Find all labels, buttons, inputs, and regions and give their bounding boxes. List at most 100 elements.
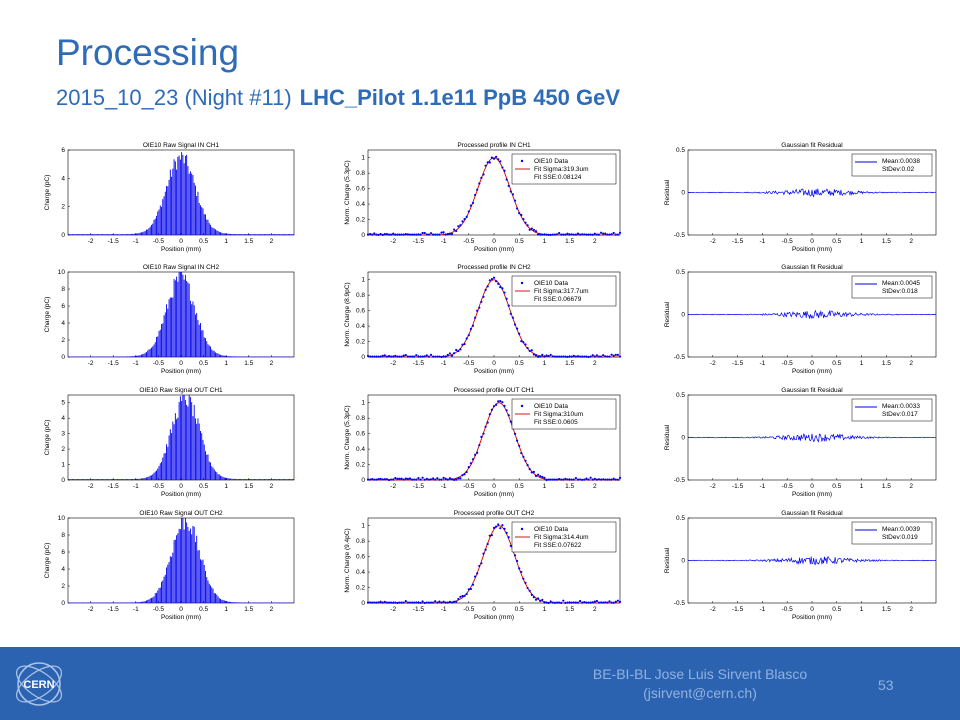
histogram-bar (141, 354, 142, 357)
histogram-bar (267, 602, 269, 603)
data-point (432, 233, 435, 236)
legend-marker-data (520, 159, 524, 163)
histogram-bar (211, 227, 213, 235)
data-point (434, 600, 437, 603)
data-point (490, 156, 493, 159)
histogram-bar (265, 356, 267, 357)
histogram-bar (71, 602, 73, 603)
data-point (501, 524, 504, 527)
histogram-bar (172, 421, 174, 480)
data-point (465, 470, 468, 474)
histogram-bar (201, 560, 203, 603)
histogram-bar (260, 602, 262, 603)
histogram-bar (94, 234, 96, 235)
histogram-bar (123, 234, 125, 235)
y-tick-label: 0 (61, 232, 65, 239)
data-point (579, 599, 582, 603)
histogram-bar (248, 602, 250, 603)
histogram-bar (223, 233, 225, 235)
histogram-bar (252, 602, 254, 603)
histogram-bar (176, 169, 178, 235)
y-tick-label: 1 (61, 462, 65, 469)
y-tick-label: 0 (61, 477, 65, 484)
x-tick-label: 1.5 (882, 238, 891, 245)
histogram-bar (196, 196, 198, 235)
histogram-bar (189, 528, 191, 603)
data-point (537, 473, 540, 476)
data-point (379, 232, 382, 236)
data-point (509, 312, 512, 315)
data-point (530, 471, 533, 474)
histogram-bar (274, 602, 275, 603)
histogram-bar (95, 234, 97, 235)
histogram-bar (276, 602, 278, 603)
data-point (484, 425, 487, 428)
data-point (541, 353, 544, 356)
histogram-bar (166, 444, 168, 480)
histogram-bar (267, 479, 269, 480)
histogram-bar (105, 356, 107, 357)
data-point (549, 353, 552, 357)
histogram-bar (115, 479, 117, 480)
histogram-bar (187, 526, 189, 603)
data-point (377, 233, 380, 236)
histogram-bar (215, 471, 216, 480)
histogram-bar (148, 599, 150, 603)
data-point (526, 224, 529, 227)
histogram-bar (92, 356, 93, 357)
data-point (482, 552, 485, 555)
data-point (518, 212, 521, 215)
histogram-bar (290, 479, 292, 480)
histogram-bar (259, 356, 260, 357)
histogram-bar (94, 356, 96, 357)
histogram-bar (167, 186, 169, 235)
histogram-bar (270, 602, 272, 603)
histogram-bar (198, 324, 200, 357)
legend-entry: Fit Sigma:319.3um (534, 166, 589, 173)
histogram-bar (115, 356, 117, 357)
data-point (419, 601, 422, 604)
histogram-bar (220, 475, 221, 480)
histogram-bar (203, 564, 205, 603)
data-point (442, 231, 445, 234)
data-point (581, 233, 584, 236)
histogram-bar (260, 234, 262, 235)
data-point (568, 233, 571, 236)
x-tick-label: 1 (224, 606, 228, 613)
data-point (576, 232, 580, 235)
histogram-bar (252, 356, 254, 357)
data-point (528, 228, 531, 231)
histogram-bar (192, 175, 194, 235)
histogram-bar (251, 356, 253, 357)
data-point (545, 478, 548, 482)
data-point (463, 473, 466, 476)
histogram-bar (262, 234, 264, 235)
histogram-bar (251, 602, 253, 603)
data-point (404, 477, 407, 480)
data-point (562, 599, 565, 602)
histogram-bar (261, 356, 263, 357)
histogram-bar (157, 590, 159, 603)
data-point (528, 349, 531, 353)
histogram-bar (95, 479, 97, 480)
histogram-bar (137, 355, 139, 357)
data-point (583, 233, 586, 236)
histogram-bar (128, 356, 130, 357)
histogram-bar (117, 234, 119, 235)
data-point (558, 601, 561, 604)
x-tick-label: -2 (390, 238, 396, 245)
histogram-bar (183, 529, 185, 603)
data-point (585, 355, 588, 358)
histogram-bar (265, 602, 267, 603)
histogram-bar (174, 280, 176, 357)
histogram-bar (137, 233, 139, 235)
histogram-bar (159, 205, 161, 235)
histogram-bar (270, 479, 272, 480)
histogram-bar (203, 337, 205, 357)
data-point (490, 534, 493, 537)
histogram-bar (178, 528, 180, 603)
data-point (574, 476, 578, 480)
data-point (495, 403, 498, 406)
histogram-bar (95, 602, 97, 603)
data-point (532, 228, 536, 232)
